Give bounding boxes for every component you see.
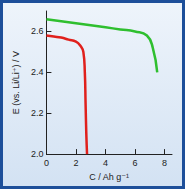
svg-text:8: 8 (162, 158, 167, 168)
svg-text:6: 6 (133, 158, 138, 168)
svg-text:4: 4 (103, 158, 108, 168)
svg-text:2.2: 2.2 (31, 108, 44, 118)
svg-text:2.0: 2.0 (31, 149, 44, 159)
svg-text:E (vs. Li/Li⁺) / V: E (vs. Li/Li⁺) / V (11, 51, 21, 114)
svg-text:0: 0 (44, 158, 49, 168)
svg-text:C / Ah g⁻¹: C / Ah g⁻¹ (89, 172, 129, 182)
svg-text:2.6: 2.6 (31, 26, 44, 36)
svg-text:2: 2 (73, 158, 78, 168)
svg-text:2.4: 2.4 (31, 67, 44, 77)
